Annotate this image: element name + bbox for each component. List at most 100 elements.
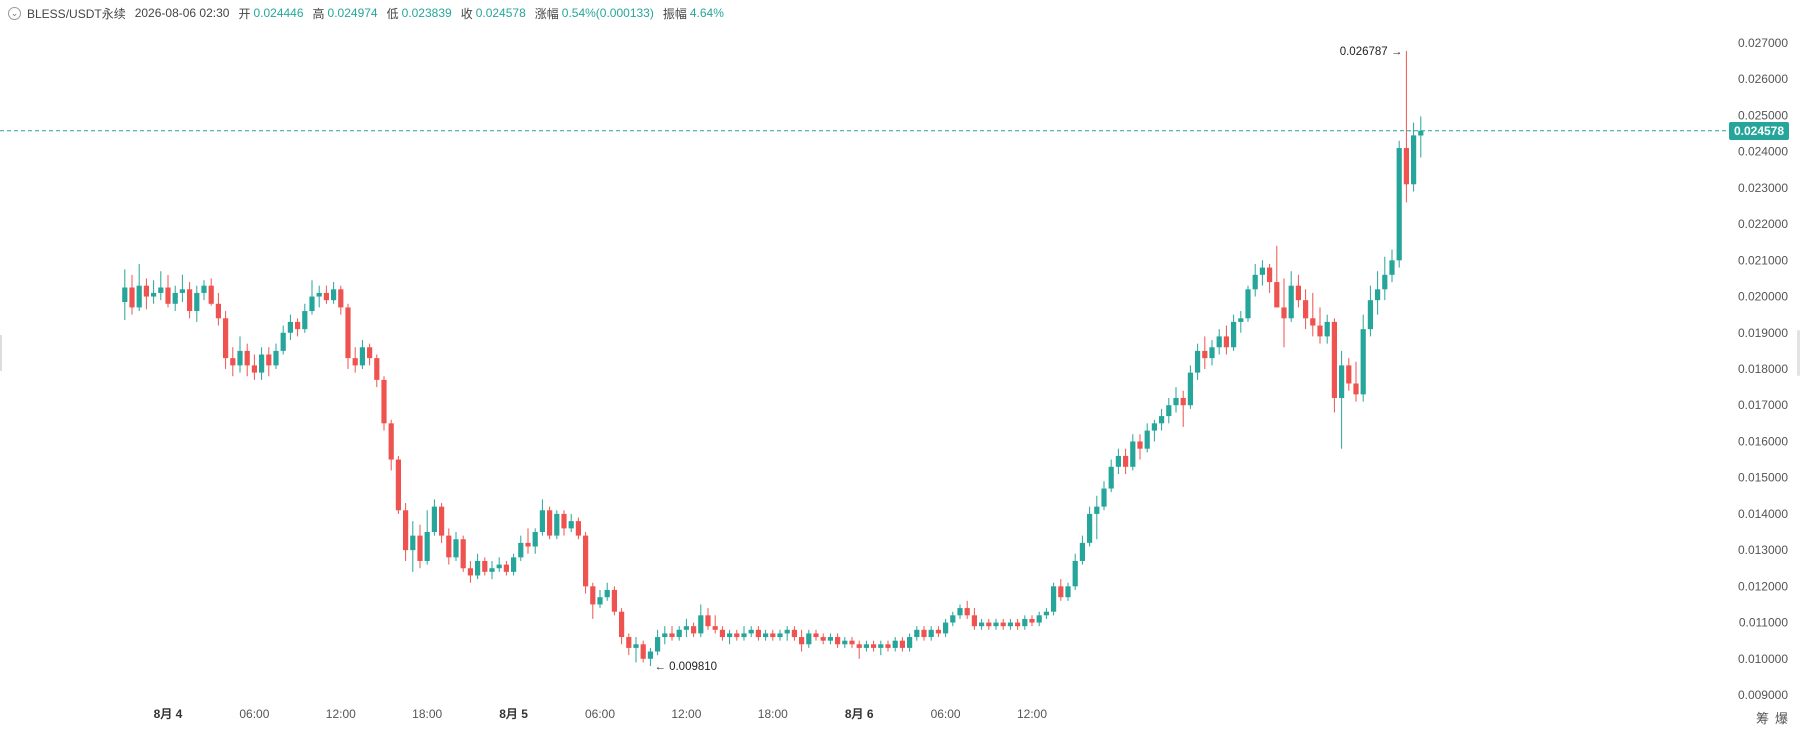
candle-body[interactable] (899, 640, 905, 648)
candle-body[interactable] (863, 644, 869, 648)
candle-body[interactable] (993, 622, 999, 627)
candle-body[interactable] (907, 637, 913, 648)
candle-body[interactable] (280, 332, 286, 351)
candle-body[interactable] (856, 644, 862, 648)
candle-body[interactable] (1382, 274, 1388, 290)
candle-body[interactable] (971, 615, 977, 627)
candle-body[interactable] (914, 629, 920, 638)
candle-body[interactable] (1015, 622, 1021, 627)
candle-body[interactable] (986, 622, 992, 627)
candle-body[interactable] (950, 615, 956, 623)
candle-body[interactable] (410, 535, 416, 551)
candle-body[interactable] (201, 285, 207, 293)
candle-body[interactable] (439, 506, 445, 536)
candle-body[interactable] (1144, 430, 1150, 449)
candle-body[interactable] (755, 629, 761, 638)
candle-body[interactable] (1367, 300, 1373, 330)
candle-body[interactable] (712, 626, 718, 630)
candle-body[interactable] (777, 633, 783, 638)
candle-body[interactable] (237, 350, 243, 366)
candle-body[interactable] (640, 644, 646, 659)
candle-body[interactable] (1209, 347, 1215, 359)
candle-body[interactable] (1166, 405, 1172, 417)
candle-body[interactable] (374, 358, 380, 380)
candle-body[interactable] (453, 539, 459, 558)
candle-body[interactable] (1072, 560, 1078, 587)
candle-body[interactable] (259, 354, 265, 373)
candle-body[interactable] (338, 289, 344, 308)
candle-body[interactable] (475, 560, 481, 576)
candle-body[interactable] (676, 629, 682, 638)
candle-body[interactable] (691, 626, 697, 634)
candle-body[interactable] (136, 285, 142, 308)
candle-body[interactable] (460, 539, 466, 569)
candle-body[interactable] (1065, 586, 1071, 598)
candle-body[interactable] (1137, 441, 1143, 449)
candle-body[interactable] (583, 535, 589, 587)
candle-body[interactable] (539, 510, 545, 532)
candle-body[interactable] (345, 307, 351, 359)
candle-body[interactable] (1087, 513, 1093, 543)
candle-body[interactable] (194, 292, 200, 312)
candle-body[interactable] (316, 292, 322, 297)
candle-body[interactable] (1058, 586, 1064, 598)
candle-body[interactable] (741, 633, 747, 638)
candle-body[interactable] (1036, 615, 1042, 623)
candle-body[interactable] (1324, 321, 1330, 337)
candle-body[interactable] (359, 347, 365, 366)
candle-body[interactable] (626, 637, 632, 648)
candle-body[interactable] (1130, 441, 1136, 467)
candle-body[interactable] (871, 644, 877, 648)
candle-body[interactable] (1317, 325, 1323, 337)
candle-body[interactable] (698, 615, 704, 634)
candle-body[interactable] (568, 521, 574, 529)
candle-body[interactable] (820, 637, 826, 641)
candle-body[interactable] (784, 629, 790, 634)
candle-body[interactable] (151, 292, 157, 297)
candle-body[interactable] (590, 586, 596, 605)
candle-body[interactable] (647, 651, 653, 659)
chip-button[interactable]: 筹 (1755, 711, 1775, 726)
candle-body[interactable] (1094, 506, 1100, 514)
candle-body[interactable] (381, 379, 387, 424)
candle-body[interactable] (662, 633, 668, 638)
candle-body[interactable] (1101, 488, 1107, 507)
candle-body[interactable] (1223, 336, 1229, 348)
candle-body[interactable] (619, 611, 625, 638)
candle-body[interactable] (1007, 622, 1013, 627)
candle-body[interactable] (525, 542, 531, 547)
candle-body[interactable] (1000, 622, 1006, 627)
candle-body[interactable] (979, 622, 985, 627)
candle-body[interactable] (727, 633, 733, 638)
candle-body[interactable] (813, 633, 819, 638)
candle-body[interactable] (129, 287, 135, 308)
candle-body[interactable] (1418, 130, 1424, 136)
candle-body[interactable] (215, 303, 221, 319)
candle-body[interactable] (518, 542, 524, 558)
candle-body[interactable] (791, 629, 797, 638)
candle-body[interactable] (489, 568, 495, 572)
candle-body[interactable] (964, 608, 970, 616)
candle-body[interactable] (323, 292, 329, 301)
candle-body[interactable] (388, 423, 394, 460)
candle-body[interactable] (1159, 416, 1165, 424)
candle-body[interactable] (223, 318, 229, 359)
candle-body[interactable] (1195, 350, 1201, 373)
candle-body[interactable] (878, 644, 884, 648)
candle-body[interactable] (503, 564, 509, 572)
candle-body[interactable] (935, 629, 941, 634)
candle-body[interactable] (1231, 321, 1237, 348)
candle-body[interactable] (770, 633, 776, 638)
candle-body[interactable] (446, 535, 452, 558)
candle-body[interactable] (122, 287, 128, 302)
candle-body[interactable] (1403, 148, 1409, 185)
candle-body[interactable] (1173, 397, 1179, 406)
candle-body[interactable] (849, 640, 855, 645)
candle-body[interactable] (1029, 618, 1035, 623)
candle-body[interactable] (655, 637, 661, 652)
candle-body[interactable] (1187, 372, 1193, 406)
candle-body[interactable] (928, 629, 934, 638)
candle-body[interactable] (1353, 383, 1359, 395)
candle-body[interactable] (633, 644, 639, 648)
